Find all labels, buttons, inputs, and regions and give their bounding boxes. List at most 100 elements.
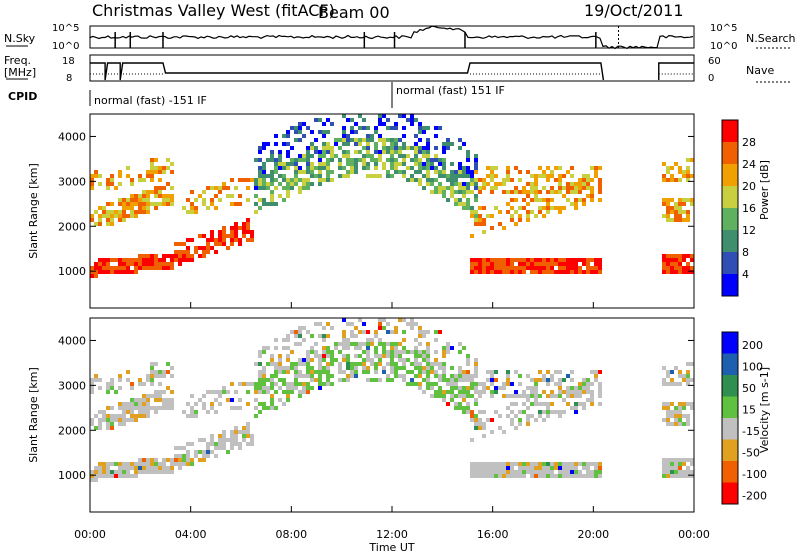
- power-cell: [146, 266, 150, 270]
- power-cell: [102, 214, 106, 218]
- velocity-cell: [674, 470, 678, 474]
- power-cell: [426, 162, 430, 166]
- velocity-cell: [450, 394, 454, 398]
- power-cell: [414, 178, 418, 182]
- power-cell: [570, 266, 574, 270]
- velocity-cell: [374, 354, 378, 358]
- velocity-cell: [278, 362, 282, 366]
- power-cell: [538, 262, 542, 266]
- power-cell: [270, 150, 274, 154]
- power-cell: [358, 138, 362, 142]
- power-cell: [122, 270, 126, 274]
- velocity-cell: [506, 462, 510, 466]
- velocity-cell: [670, 462, 674, 466]
- velocity-cell: [146, 374, 150, 378]
- velocity-cell: [130, 474, 134, 478]
- velocity-cell: [686, 470, 690, 474]
- power-cell: [138, 206, 142, 210]
- power-cell: [146, 202, 150, 206]
- velocity-cell: [666, 458, 670, 462]
- velocity-cell: [554, 462, 558, 466]
- velocity-cell: [274, 366, 278, 370]
- power-cell: [338, 166, 342, 170]
- power-cell: [106, 210, 110, 214]
- power-cell: [318, 130, 322, 134]
- velocity-cell: [678, 414, 682, 418]
- velocity-cell: [314, 322, 318, 326]
- power-cell: [350, 130, 354, 134]
- power-cell: [318, 154, 322, 158]
- power-cell: [678, 206, 682, 210]
- velocity-cell: [358, 362, 362, 366]
- power-cell: [546, 210, 550, 214]
- power-cell: [558, 186, 562, 190]
- power-cell: [118, 262, 122, 266]
- velocity-cell: [506, 414, 510, 418]
- power-cell: [450, 142, 454, 146]
- power-cell: [146, 198, 150, 202]
- velocity-cell: [674, 406, 678, 410]
- velocity-cell: [90, 478, 94, 482]
- velocity-cell: [126, 406, 130, 410]
- velocity-cell: [562, 470, 566, 474]
- velocity-cell: [678, 474, 682, 478]
- power-cell: [102, 266, 106, 270]
- power-cell: [106, 222, 110, 226]
- power-cell: [522, 198, 526, 202]
- velocity-cell: [358, 342, 362, 346]
- power-cell: [510, 178, 514, 182]
- velocity-cell: [318, 386, 322, 390]
- power-cell: [218, 186, 222, 190]
- velocity-cell: [366, 354, 370, 358]
- velocity-cell: [362, 366, 366, 370]
- power-cell: [346, 170, 350, 174]
- velocity-cell: [470, 410, 474, 414]
- velocity-cell: [598, 466, 602, 470]
- velocity-cell: [110, 462, 114, 466]
- power-cell: [342, 166, 346, 170]
- velocity-cell: [98, 426, 102, 430]
- velocity-cell: [686, 362, 690, 366]
- power-cell: [254, 158, 258, 162]
- power-cell: [510, 266, 514, 270]
- power-cell: [170, 254, 174, 258]
- velocity-cell: [210, 438, 214, 442]
- power-cell: [678, 270, 682, 274]
- power-cell: [586, 174, 590, 178]
- velocity-cell: [686, 458, 690, 462]
- power-cell: [442, 170, 446, 174]
- velocity-cell: [434, 394, 438, 398]
- velocity-cell: [162, 470, 166, 474]
- velocity-cell: [146, 394, 150, 398]
- power-cell: [298, 170, 302, 174]
- power-cell: [282, 166, 286, 170]
- power-cell: [666, 206, 670, 210]
- velocity-cell: [518, 382, 522, 386]
- velocity-cell: [510, 466, 514, 470]
- velocity-cell: [366, 366, 370, 370]
- velocity-cell: [346, 342, 350, 346]
- velocity-cell: [410, 318, 414, 322]
- velocity-cell: [414, 374, 418, 378]
- velocity-cell: [490, 370, 494, 374]
- power-cell: [274, 166, 278, 170]
- power-cell: [158, 190, 162, 194]
- power-cell: [398, 154, 402, 158]
- velocity-cell: [258, 362, 262, 366]
- velocity-cell: [466, 386, 470, 390]
- velocity-cell: [222, 434, 226, 438]
- power-cell: [434, 170, 438, 174]
- velocity-cell: [250, 438, 254, 442]
- velocity-cell: [498, 414, 502, 418]
- velocity-cell: [102, 462, 106, 466]
- velocity-cell: [322, 366, 326, 370]
- velocity-cell: [246, 434, 250, 438]
- velocity-cell: [434, 358, 438, 362]
- power-cell: [214, 250, 218, 254]
- velocity-cell: [506, 474, 510, 478]
- velocity-cell: [270, 362, 274, 366]
- velocity-cell: [390, 358, 394, 362]
- power-cell: [210, 230, 214, 234]
- power-cell: [690, 266, 694, 270]
- velocity-cell: [678, 406, 682, 410]
